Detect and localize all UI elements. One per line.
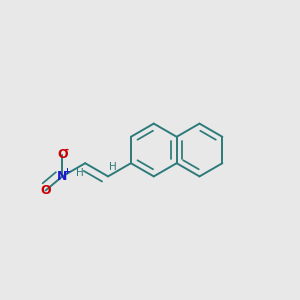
Text: H: H: [76, 168, 83, 178]
Text: -: -: [65, 145, 69, 155]
Text: O: O: [40, 184, 51, 197]
Text: H: H: [110, 162, 117, 172]
Text: +: +: [63, 167, 70, 176]
Text: O: O: [57, 148, 68, 161]
Text: N: N: [57, 170, 68, 183]
